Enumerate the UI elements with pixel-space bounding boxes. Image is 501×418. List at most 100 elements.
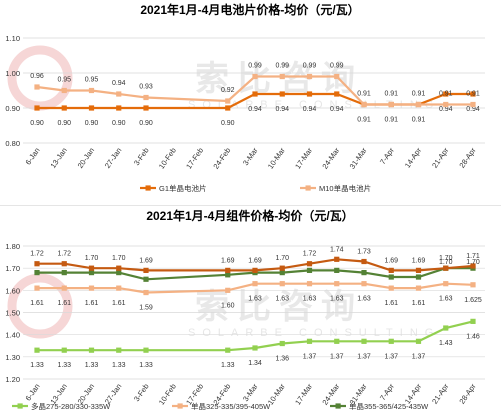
data-point xyxy=(279,265,285,271)
series-2: 1.61 1.61 1.61 1.61 1.59 1.60 1.63 1.63 1.63 1.63… xyxy=(30,281,482,312)
data-label: 0.95 xyxy=(85,77,99,84)
data-point xyxy=(361,270,367,276)
data-label: 0.91 xyxy=(357,117,371,124)
legend-marker xyxy=(335,403,341,409)
y-tick-label: 0.90 xyxy=(5,104,20,113)
data-label: 1.63 xyxy=(439,296,453,303)
data-point xyxy=(334,281,340,287)
data-label: 1.61 xyxy=(112,300,126,307)
data-point xyxy=(334,73,340,80)
legend-item: 多晶275-280/330-335W xyxy=(12,401,111,411)
data-point xyxy=(34,105,40,111)
cell-price-chart: 索比咨询 SOLARBE CONSULTING 2021年1月-4月电池片价格-均价… xyxy=(0,0,501,203)
data-label: 0.99 xyxy=(303,63,317,70)
data-point xyxy=(470,318,476,324)
data-label: 0.90 xyxy=(112,120,126,127)
x-tick-label: 31-Mar xyxy=(348,146,369,171)
data-point xyxy=(116,105,122,111)
data-label: 1.61 xyxy=(384,300,398,307)
y-tick-label: 1.50 xyxy=(5,309,20,318)
data-label: 0.95 xyxy=(57,77,71,84)
x-tick-label: 28-Apr xyxy=(457,146,478,170)
data-label: 0.90 xyxy=(139,120,153,127)
data-point xyxy=(61,105,67,111)
data-label: 0.91 xyxy=(412,91,426,98)
data-label: 0.92 xyxy=(221,87,235,94)
data-label: 1.61 xyxy=(412,300,426,307)
data-label: 0.94 xyxy=(303,106,317,113)
data-label: 1.33 xyxy=(221,362,235,369)
data-label: 1.70 xyxy=(466,259,480,266)
data-point xyxy=(470,263,476,269)
data-label: 1.33 xyxy=(85,362,99,369)
x-tick-label: 24-Mar xyxy=(320,146,341,171)
data-label: 0.99 xyxy=(248,63,262,70)
data-point xyxy=(61,261,67,267)
watermark-text: 索比咨询 xyxy=(195,288,363,326)
data-point xyxy=(116,347,122,353)
data-point xyxy=(443,101,449,108)
data-label: 1.70 xyxy=(112,255,126,262)
data-label: 1.61 xyxy=(85,300,99,307)
chart-title: 2021年1月-4月组件价格-均价（元/瓦） xyxy=(146,208,353,223)
data-point xyxy=(143,267,149,273)
x-tick-label: 10-Feb xyxy=(157,382,178,407)
data-label: 0.94 xyxy=(248,106,262,113)
data-label: 1.37 xyxy=(384,353,398,360)
data-label: 0.90 xyxy=(57,120,71,127)
data-point xyxy=(143,289,149,296)
legend-label: G1单晶电池片 xyxy=(159,183,207,193)
x-tick-label: 27-Jan xyxy=(103,146,124,170)
data-point xyxy=(306,91,313,97)
data-point xyxy=(361,258,367,265)
data-point xyxy=(334,91,340,97)
data-point xyxy=(415,274,422,280)
data-label: 1.33 xyxy=(139,362,153,369)
legend-label: 单晶355-365/425-435W xyxy=(349,401,429,411)
x-tick-label: 17-Feb xyxy=(184,146,205,171)
data-label: 1.37 xyxy=(330,353,344,360)
data-point xyxy=(88,270,95,276)
data-label: 0.91 xyxy=(384,117,398,124)
x-tick-label: 20-Jan xyxy=(76,146,97,170)
x-tick-label: 24-Mar xyxy=(320,382,341,407)
data-label: 0.94 xyxy=(330,106,344,113)
data-point xyxy=(306,267,313,273)
data-point xyxy=(143,105,149,111)
data-point xyxy=(116,265,122,271)
data-point xyxy=(88,105,95,111)
data-point xyxy=(252,73,258,80)
data-label: 1.74 xyxy=(330,246,344,253)
data-point xyxy=(279,340,285,347)
data-point xyxy=(61,270,67,276)
data-point xyxy=(116,285,122,291)
data-point xyxy=(470,101,476,108)
data-label: 1.33 xyxy=(57,362,71,369)
data-point xyxy=(225,105,231,111)
series-4: 1.72 1.721.70 1.70 1.69 1.69 1.69 1.701.721.74… xyxy=(30,246,480,273)
data-point xyxy=(279,73,285,80)
data-point xyxy=(252,267,258,273)
data-label: 0.91 xyxy=(357,91,371,98)
y-tick-label: 1.30 xyxy=(5,353,20,362)
data-point xyxy=(88,285,95,291)
data-label: 1.69 xyxy=(384,257,398,264)
data-point xyxy=(388,285,394,291)
data-point xyxy=(388,338,394,344)
data-point xyxy=(470,282,476,288)
watermark-logo xyxy=(7,45,73,111)
x-tick-label: 3-Feb xyxy=(132,146,151,167)
data-point xyxy=(225,272,231,278)
data-point xyxy=(443,265,449,271)
data-point xyxy=(34,347,40,353)
x-tick-label: 13-Jan xyxy=(48,146,69,170)
data-point xyxy=(361,281,367,287)
data-label: 1.69 xyxy=(412,257,426,264)
x-tick-label: 3-Mar xyxy=(241,382,260,404)
data-point xyxy=(388,274,394,280)
data-point xyxy=(415,101,422,108)
data-label: 1.72 xyxy=(57,251,71,258)
data-point xyxy=(88,265,95,271)
series-2: 0.96 0.95 0.95 0.94 0.93 0.92 0.99 0.99 0.99 0.99… xyxy=(30,63,480,108)
